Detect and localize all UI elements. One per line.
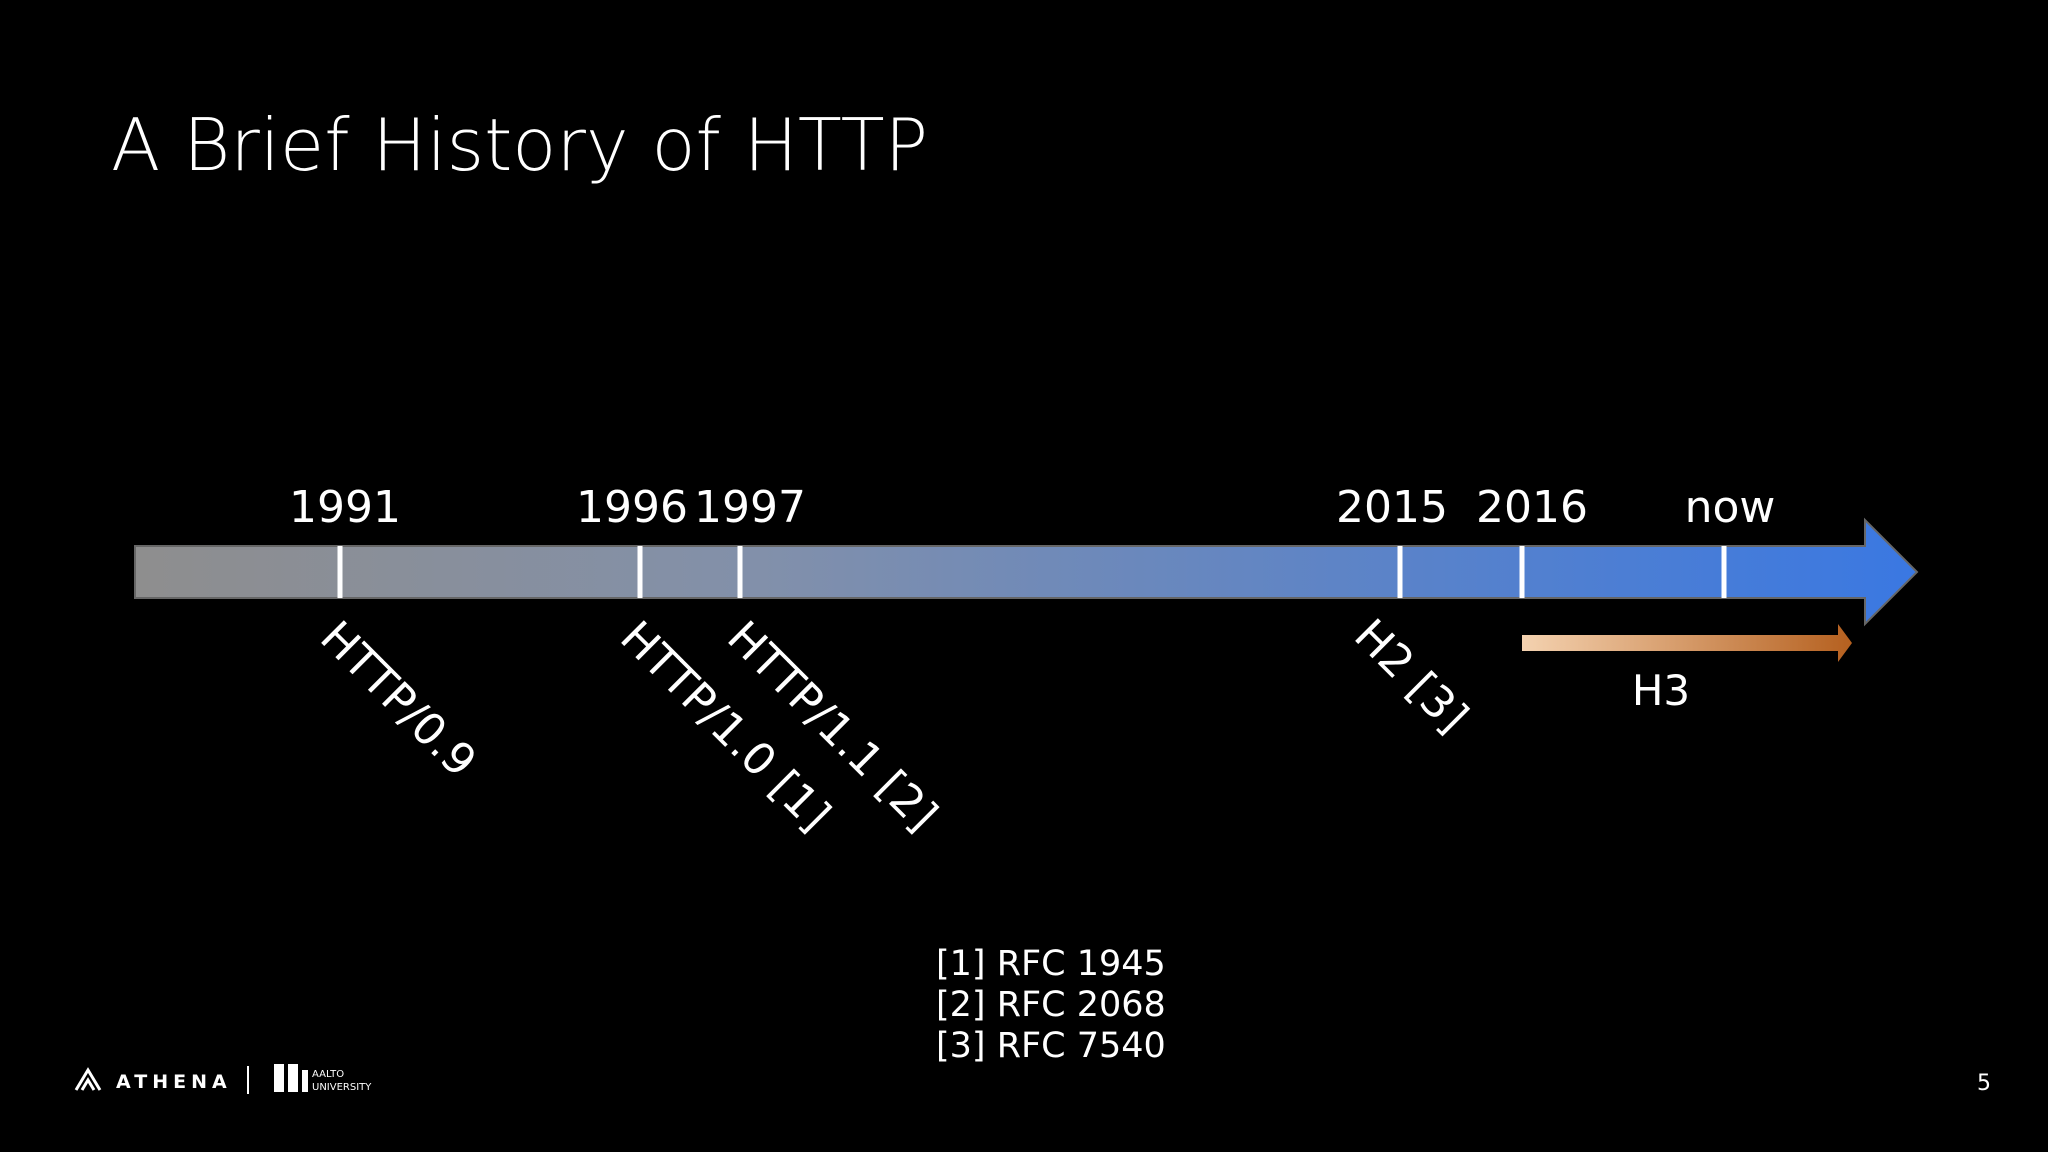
- athena-icon: [74, 1067, 102, 1091]
- aalto-logo-line: AALTO: [312, 1069, 344, 1080]
- page-number: 5: [1977, 1071, 1991, 1096]
- year-label: now: [1685, 482, 1776, 533]
- aalto-icon: [288, 1064, 298, 1092]
- reference: [2] RFC 2068: [936, 985, 1166, 1025]
- h3-arrow: [1522, 624, 1852, 662]
- aalto-icon: [274, 1064, 284, 1092]
- timeline-arrow: [134, 517, 1919, 627]
- year-label: 1996: [576, 482, 688, 533]
- references: [1] RFC 1945[2] RFC 2068[3] RFC 7540: [936, 944, 1166, 1066]
- h3-label: H3: [1632, 666, 1690, 715]
- footer-logos: ATHENA AALTO UNIVERSITY: [74, 1064, 372, 1094]
- reference: [1] RFC 1945: [936, 944, 1166, 984]
- reference: [3] RFC 7540: [936, 1026, 1166, 1066]
- year-label: 1991: [289, 482, 401, 533]
- athena-logo: ATHENA: [116, 1071, 232, 1093]
- aalto-logo-line: UNIVERSITY: [312, 1082, 372, 1093]
- year-label: 1997: [694, 482, 806, 533]
- slide-title: A Brief History of HTTP: [111, 103, 928, 187]
- aalto-icon: [302, 1070, 308, 1092]
- year-label: 2015: [1336, 482, 1448, 533]
- year-label: 2016: [1476, 482, 1588, 533]
